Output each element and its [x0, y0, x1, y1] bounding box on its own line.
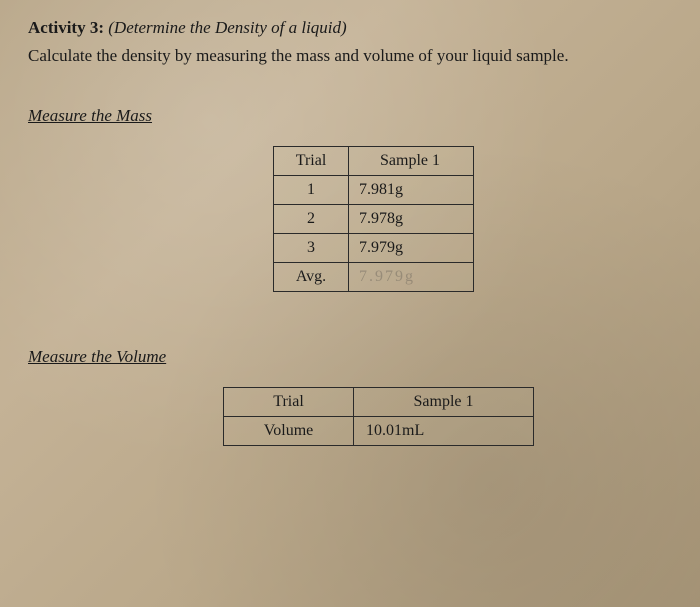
volume-col1-header: Trial	[224, 388, 354, 417]
trial-cell: 1	[274, 176, 349, 205]
value-cell: 7.979g	[349, 234, 474, 263]
table-row: Volume 10.01mL	[224, 417, 534, 446]
mass-heading: Measure the Mass	[28, 106, 672, 126]
volume-heading: Measure the Volume	[28, 347, 672, 367]
activity-header: Activity 3: (Determine the Density of a …	[28, 18, 672, 38]
instruction-text: Calculate the density by measuring the m…	[28, 46, 672, 66]
table-row: 3 7.979g	[274, 234, 474, 263]
handwritten-avg: 7.979g	[359, 268, 415, 285]
activity-title: (Determine the Density of a liquid)	[108, 18, 346, 37]
table-header-row: Trial Sample 1	[274, 147, 474, 176]
volume-table: Trial Sample 1 Volume 10.01mL	[223, 387, 534, 446]
trial-cell: 3	[274, 234, 349, 263]
mass-table: Trial Sample 1 1 7.981g 2 7.978g 3 7.979…	[273, 146, 474, 292]
volume-label-cell: Volume	[224, 417, 354, 446]
table-row: 1 7.981g	[274, 176, 474, 205]
table-row: 2 7.978g	[274, 205, 474, 234]
avg-label-cell: Avg.	[274, 263, 349, 292]
value-cell: 7.978g	[349, 205, 474, 234]
volume-value-cell: 10.01mL	[354, 417, 534, 446]
table-header-row: Trial Sample 1	[224, 388, 534, 417]
value-cell: 7.981g	[349, 176, 474, 205]
mass-col1-header: Trial	[274, 147, 349, 176]
avg-value-cell: 7.979g	[349, 263, 474, 292]
mass-col2-header: Sample 1	[349, 147, 474, 176]
activity-label: Activity 3:	[28, 18, 104, 37]
mass-section: Measure the Mass Trial Sample 1 1 7.981g…	[28, 106, 672, 292]
table-row-avg: Avg. 7.979g	[274, 263, 474, 292]
volume-col2-header: Sample 1	[354, 388, 534, 417]
trial-cell: 2	[274, 205, 349, 234]
volume-section: Measure the Volume Trial Sample 1 Volume…	[28, 347, 672, 446]
